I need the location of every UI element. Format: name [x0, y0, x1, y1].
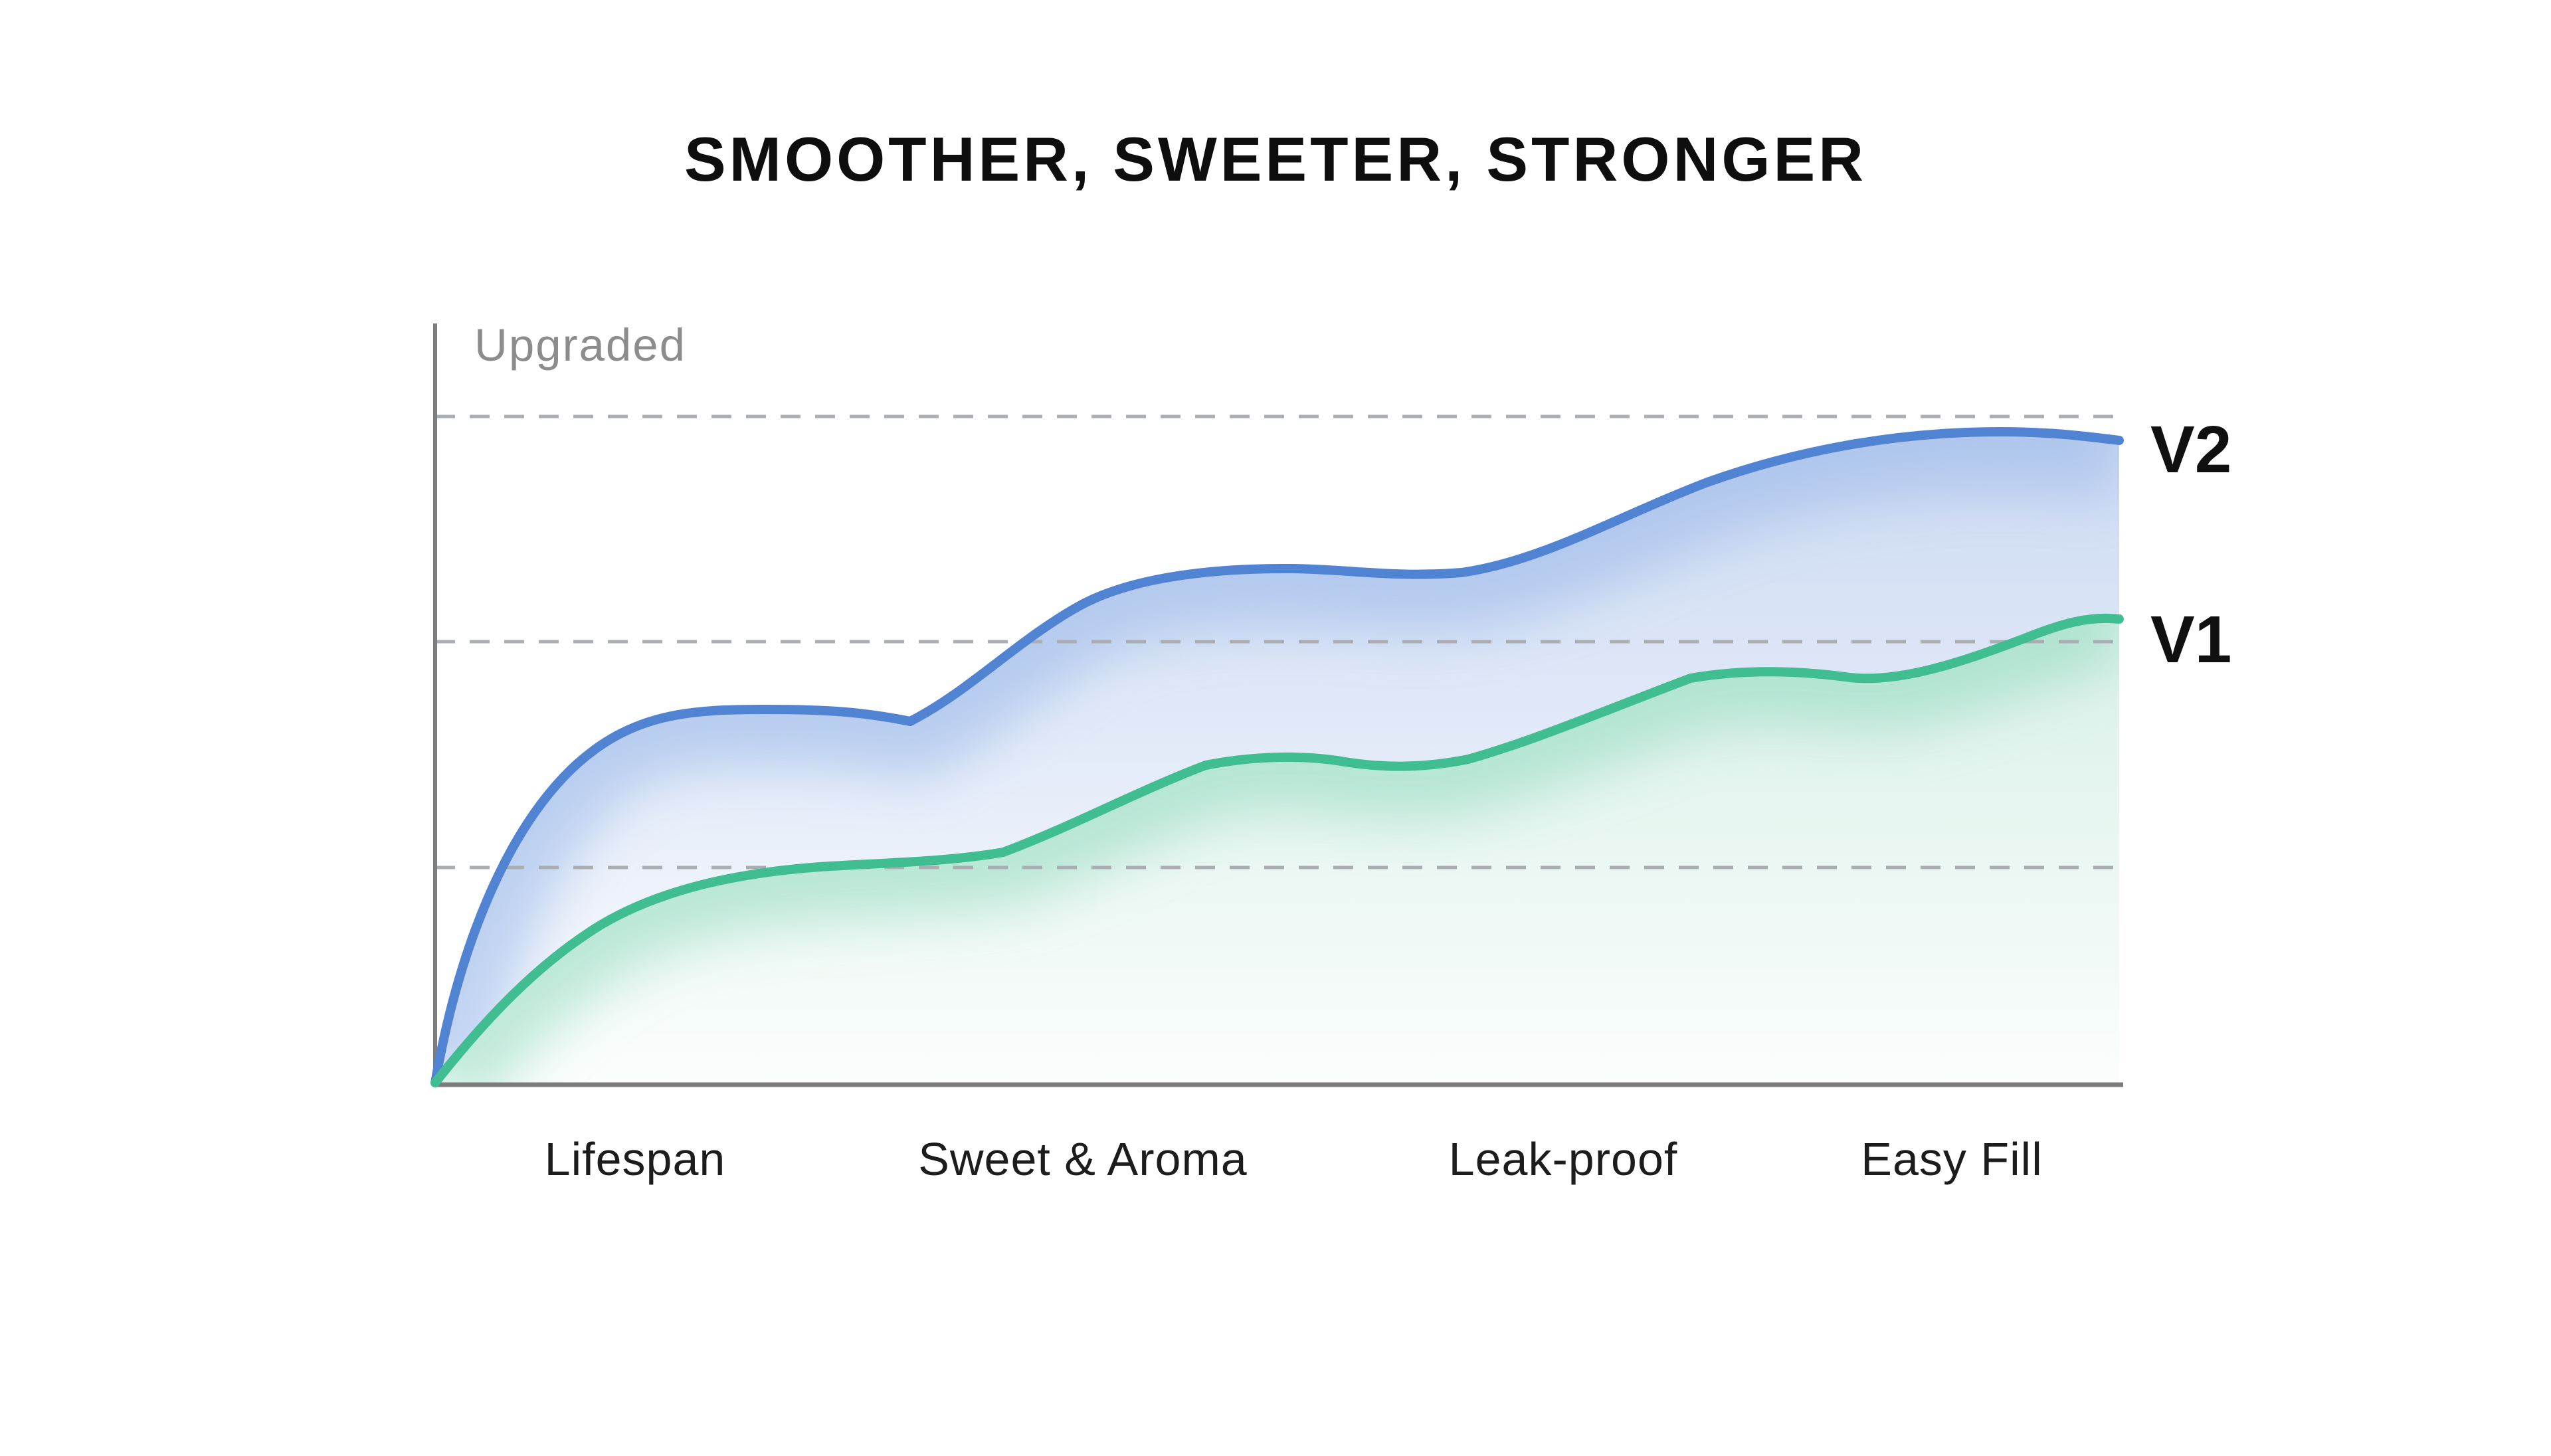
v1-line — [430, 613, 2124, 1087]
series-label-v1: V1 — [2150, 602, 2232, 677]
v2-line — [430, 427, 2124, 1087]
chart-title: SMOOTHER, SWEETER, STRONGER — [684, 124, 1867, 194]
gridlines — [435, 414, 2119, 869]
x-axis-labels: Lifespan Sweet & Aroma Leak-proof Easy F… — [0, 1133, 2551, 1199]
y-axis-caption: Upgraded — [474, 319, 687, 371]
x-label-sweet-aroma: Sweet & Aroma — [918, 1133, 1248, 1185]
series-label-v2: V2 — [2150, 412, 2232, 487]
x-label-leak-proof: Leak-proof — [1448, 1133, 1678, 1185]
x-label-lifespan: Lifespan — [544, 1133, 726, 1185]
x-label-easy-fill: Easy Fill — [1861, 1133, 2043, 1185]
